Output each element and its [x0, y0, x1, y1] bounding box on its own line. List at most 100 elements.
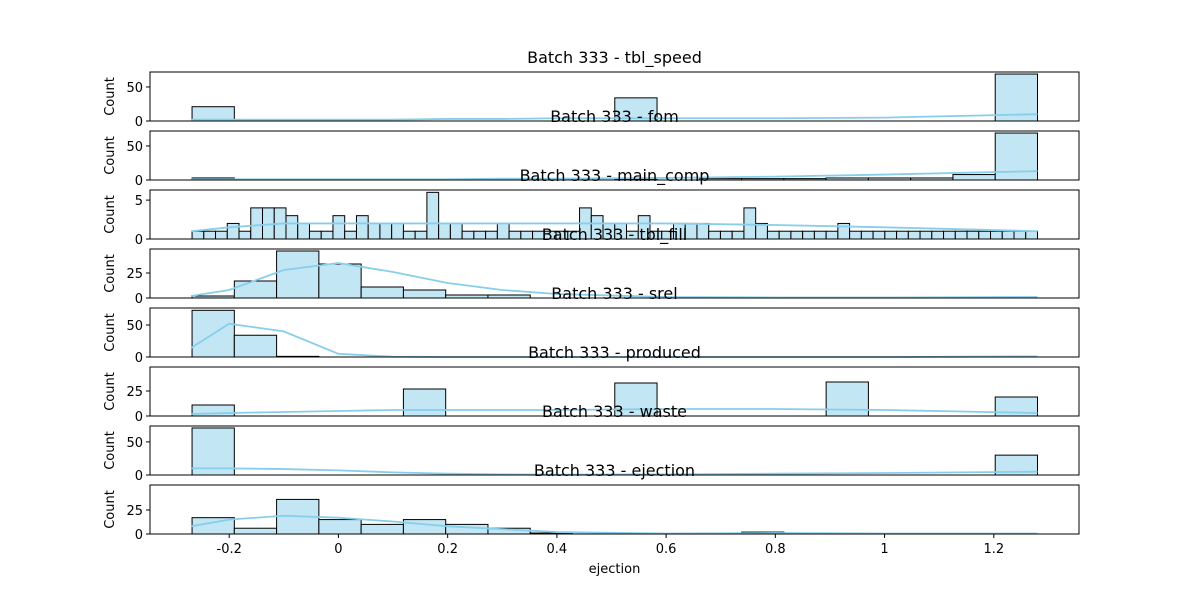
bar [884, 230, 898, 240]
y-tick-label: 50 [126, 436, 143, 451]
y-tick-label: 0 [135, 233, 143, 248]
bar [931, 230, 945, 240]
bar [778, 230, 792, 240]
bar [215, 230, 228, 240]
bar [414, 230, 428, 240]
kde-line [190, 408, 1038, 415]
y-axis-label: Count [103, 313, 118, 352]
bar [919, 230, 933, 240]
axes-frame [149, 425, 1080, 476]
x-tick-label: 1 [880, 542, 888, 557]
panel-title: Batch 333 - produced [528, 343, 701, 362]
y-tick-label: 0 [135, 410, 143, 425]
bar [485, 230, 498, 240]
bar [802, 230, 815, 240]
bar [233, 334, 278, 358]
bar [320, 230, 334, 240]
bar [907, 230, 921, 240]
y-axis-label: Count [103, 490, 118, 529]
kde-line [190, 113, 1038, 121]
bar [755, 222, 768, 240]
x-tick-label: -0.2 [217, 542, 242, 557]
bar [1025, 230, 1038, 240]
bar [825, 381, 869, 417]
bar [614, 382, 658, 417]
bar [860, 230, 874, 240]
axes-frame [149, 189, 1080, 240]
panel-title: Batch 333 - tbl_speed [527, 48, 702, 68]
y-tick-label: 0 [135, 115, 143, 130]
bar [696, 222, 710, 240]
y-axis-label: Count [103, 195, 118, 234]
bar [233, 527, 278, 535]
axes-frame [149, 307, 1080, 358]
bar [508, 230, 522, 240]
x-tick-label: 0 [334, 542, 342, 557]
panel-title: Batch 333 - srel [551, 284, 677, 303]
bar [461, 230, 475, 240]
y-tick-label: 0 [135, 292, 143, 307]
bar [332, 215, 346, 240]
kde-line [190, 170, 1038, 181]
y-tick-label: 25 [126, 385, 143, 400]
bar [379, 222, 393, 240]
bar [402, 289, 447, 299]
bar [849, 230, 862, 240]
bar [402, 230, 416, 240]
bar [825, 230, 839, 240]
y-tick-label: 0 [135, 469, 143, 484]
y-tick-label: 0 [135, 351, 143, 366]
bar [438, 222, 451, 240]
y-axis-label: Count [103, 136, 118, 175]
bar [966, 230, 980, 240]
panel-title: Batch 333 - ejection [534, 461, 695, 480]
bar [872, 230, 886, 240]
panel-title: Batch 333 - waste [542, 402, 687, 421]
bar [308, 230, 322, 240]
bar [1001, 230, 1015, 240]
bar [896, 230, 909, 240]
bar [1013, 230, 1027, 240]
bar [954, 230, 968, 240]
bar [391, 222, 404, 240]
bar [952, 174, 996, 181]
y-axis-label: Count [103, 372, 118, 411]
kde-line [190, 467, 1038, 476]
bar [402, 519, 447, 535]
y-tick-label: 0 [135, 174, 143, 189]
bar [990, 230, 1003, 240]
bar [344, 230, 357, 240]
bar [994, 132, 1038, 181]
bar [520, 230, 534, 240]
bar [943, 230, 956, 240]
panel-title: Batch 333 - main_comp [520, 166, 710, 186]
x-tick-label: 1.2 [983, 542, 1004, 557]
bar [766, 230, 780, 240]
bar [233, 280, 278, 299]
bar [360, 523, 404, 535]
bar [226, 222, 240, 240]
y-tick-label: 25 [126, 504, 143, 519]
bar [978, 230, 992, 240]
bar [191, 230, 205, 240]
bar [449, 222, 463, 240]
panel-title: Batch 333 - fom [550, 107, 679, 126]
bar [731, 230, 745, 240]
y-tick-label: 5 [135, 194, 143, 209]
bar [708, 230, 721, 240]
y-axis-label: Count [103, 254, 118, 293]
kde-line [190, 514, 1038, 535]
kde-line [190, 222, 1038, 233]
y-tick-label: 50 [126, 81, 143, 96]
bar [238, 230, 252, 240]
bar [250, 207, 264, 240]
bar [402, 388, 447, 417]
bar [191, 427, 235, 476]
axes-frame [149, 130, 1080, 181]
y-tick-label: 50 [126, 319, 143, 334]
x-tick-label: 0.6 [656, 542, 677, 557]
bar [355, 215, 369, 240]
bar [743, 207, 757, 240]
bar [276, 250, 320, 299]
